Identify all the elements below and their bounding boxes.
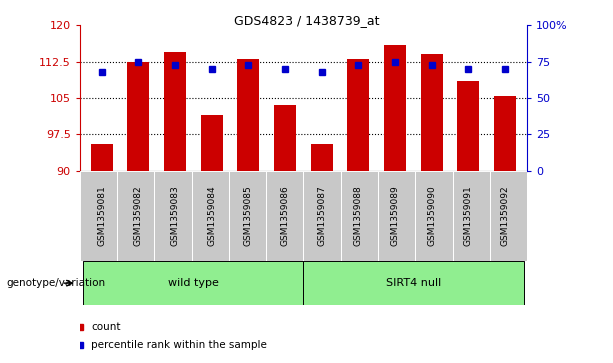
Text: GSM1359086: GSM1359086 [281,185,289,246]
Text: GSM1359091: GSM1359091 [464,185,473,246]
Bar [348,59,370,171]
Bar [191,171,229,261]
Text: count: count [91,322,120,333]
Bar [303,171,341,261]
Bar [80,171,117,261]
Bar [490,171,527,261]
Text: wild type: wild type [168,278,219,288]
Bar [378,171,416,261]
Bar [274,105,296,171]
Text: genotype/variation: genotype/variation [6,278,105,288]
Bar [83,261,303,305]
Bar [229,171,266,261]
Bar [311,144,333,171]
Bar [164,52,186,171]
Text: GSM1359082: GSM1359082 [134,185,143,246]
Bar [128,62,150,171]
Text: GSM1359089: GSM1359089 [390,185,400,246]
Bar [91,144,113,171]
Text: GSM1359092: GSM1359092 [501,185,509,246]
Text: GSM1359083: GSM1359083 [170,185,180,246]
Bar [237,59,259,171]
Bar [117,171,154,261]
Bar [384,45,406,171]
Text: GSM1359085: GSM1359085 [244,185,253,246]
Bar [303,261,524,305]
Bar [421,54,443,171]
Text: GSM1359084: GSM1359084 [207,185,216,246]
Bar [416,171,452,261]
Bar [266,171,303,261]
Bar [452,171,490,261]
Text: SIRT4 null: SIRT4 null [386,278,441,288]
Bar [494,95,516,171]
Text: GSM1359087: GSM1359087 [318,185,326,246]
Bar [457,81,479,171]
Text: GSM1359090: GSM1359090 [427,185,436,246]
Bar [341,171,378,261]
Text: GSM1359088: GSM1359088 [354,185,363,246]
Bar [154,171,191,261]
Text: percentile rank within the sample: percentile rank within the sample [91,340,267,350]
Text: GDS4823 / 1438739_at: GDS4823 / 1438739_at [234,15,379,28]
Bar [200,115,223,171]
Text: GSM1359081: GSM1359081 [97,185,106,246]
